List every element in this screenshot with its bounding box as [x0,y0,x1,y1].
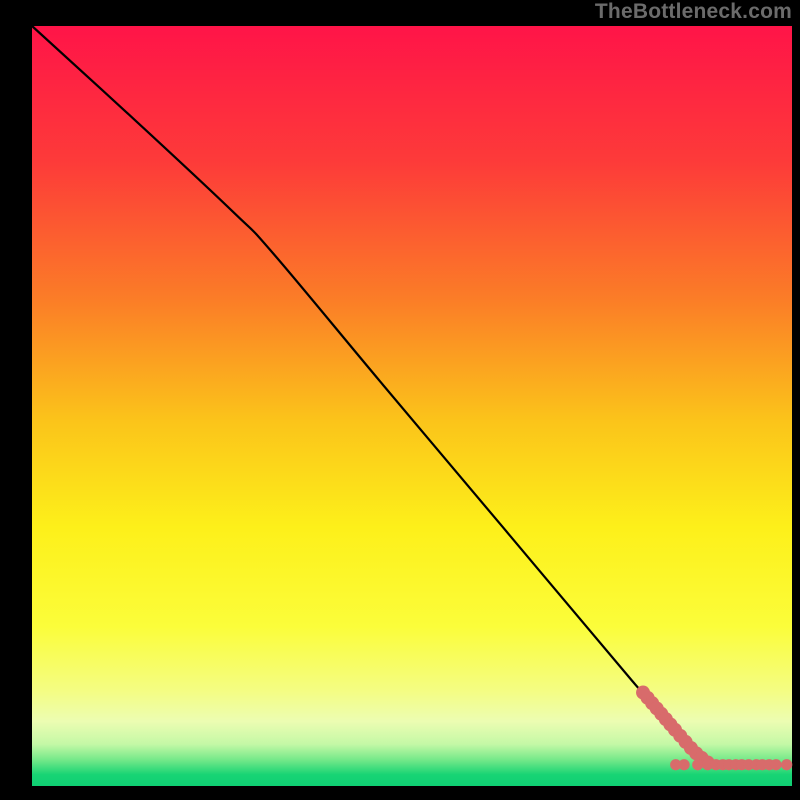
watermark-text: TheBottleneck.com [595,0,792,24]
chart-svg [0,0,800,800]
plot-background [32,26,792,786]
data-marker [692,759,703,770]
chart-container: TheBottleneck.com [0,0,800,800]
data-marker [781,759,792,770]
data-marker [678,759,689,770]
data-marker [770,759,781,770]
